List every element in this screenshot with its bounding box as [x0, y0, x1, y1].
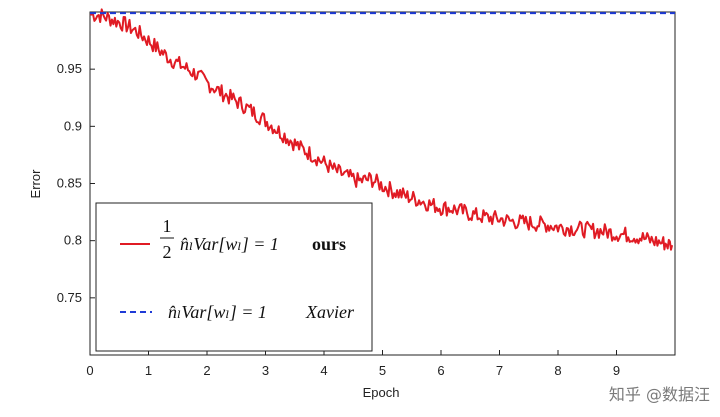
x-tick-label: 3: [262, 363, 269, 378]
legend-label-xavier-math: n̂ₗVar[wₗ] = 1: [168, 302, 267, 322]
y-tick-label: 0.85: [57, 176, 82, 191]
x-axis-label: Epoch: [363, 385, 400, 400]
series-layer: [89, 8, 675, 251]
x-tick-label: 5: [379, 363, 386, 378]
legend-box: [95, 202, 373, 352]
legend-label-ours-math: n̂ₗVar[wₗ] = 1: [180, 234, 279, 254]
x-tick-label: 7: [496, 363, 503, 378]
x-tick-label: 9: [613, 363, 620, 378]
x-tick-label: 8: [554, 363, 561, 378]
watermark: 知乎 @数据汪: [609, 385, 710, 404]
x-tick-label: 0: [86, 363, 93, 378]
y-axis-label: Error: [28, 169, 43, 199]
tick-labels: 0 1 2 3 4 5 6 7 8 9 0.75 0.8 0.85 0.9 0.95: [57, 61, 620, 378]
y-tick-label: 0.75: [57, 290, 82, 305]
legend: 1 2 n̂ₗVar[wₗ] = 1 ours n̂ₗVar[wₗ] = 1 X…: [95, 202, 373, 352]
y-tick-label: 0.9: [64, 118, 82, 133]
legend-fraction-half: 1 2: [160, 216, 174, 262]
x-tick-label: 4: [320, 363, 327, 378]
svg-text:1: 1: [163, 216, 172, 236]
y-tick-label: 0.95: [57, 61, 82, 76]
legend-label-xavier-tag: Xavier: [305, 302, 355, 322]
x-tick-label: 2: [203, 363, 210, 378]
svg-text:2: 2: [163, 242, 172, 262]
axis-ticks: [89, 68, 617, 355]
legend-label-ours-tag: ours: [312, 234, 346, 254]
x-tick-label: 6: [437, 363, 444, 378]
x-tick-label: 1: [145, 363, 152, 378]
y-tick-label: 0.8: [64, 233, 82, 248]
series-line-ours: [89, 8, 674, 251]
